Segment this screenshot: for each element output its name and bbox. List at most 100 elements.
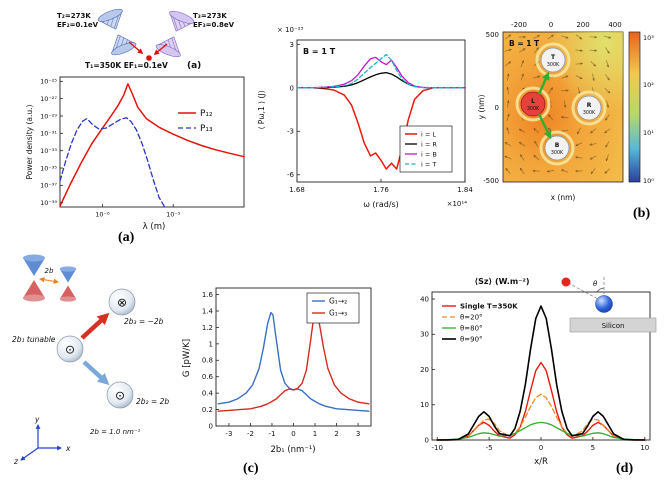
heat-flux-arrow-up <box>537 71 550 95</box>
sphere-1 <box>56 335 84 363</box>
y-tick-label: 10⁻³³ <box>40 147 57 155</box>
red-sphere <box>561 277 571 287</box>
cbar-tick-0: 10³ <box>643 34 654 42</box>
chart-d-plot: -10 -5 0 5 10 0 10 20 30 40 Single T=350K θ=20° θ=80… <box>420 277 651 467</box>
series-theta-90 <box>436 305 646 441</box>
y-tick-label: -3 <box>287 128 294 136</box>
y-tick-label: 0.2 <box>202 406 213 414</box>
y-tick-label: 10⁻²⁹ <box>40 112 57 120</box>
particle-ring-R: R 300K <box>571 90 607 126</box>
legend-label-i-R: i = R <box>421 140 437 148</box>
annotation: ⟨Sz⟩ (W.m⁻²) <box>474 277 529 286</box>
legend-label-G12: G₁→₂ <box>329 297 347 306</box>
legend-label-single-350K: Single T=350K <box>460 302 518 310</box>
blue-sphere <box>595 295 613 313</box>
map-xtick-2: 200 <box>576 21 589 29</box>
sphere-3 <box>108 288 136 316</box>
y-tick-label: 0.6 <box>202 373 214 381</box>
inset-slant-guide <box>567 282 601 301</box>
sphere-3-symbol: ⊗ <box>117 296 127 310</box>
x-tick-label: -3 <box>225 430 232 438</box>
map-ylabel: y (nm) <box>477 95 486 120</box>
b3-label: 2b₃ = −2b <box>124 317 164 326</box>
series-P13 <box>59 117 166 208</box>
legend-label-theta-90: θ=90° <box>460 335 483 343</box>
map-ytick-1: 0 <box>495 104 499 112</box>
y-tick-label: 0 <box>290 84 294 92</box>
particle-2-cones <box>97 8 137 56</box>
y-tick-label: 20 <box>420 366 429 374</box>
series-i-B <box>296 56 466 89</box>
legend-label-i-T: i = T <box>421 160 436 168</box>
cbar-tick-2: 10¹ <box>643 129 654 137</box>
annotation: 2b₁ (nm⁻¹) <box>270 445 315 455</box>
x-tick-label: 0 <box>291 430 295 438</box>
x-tick-label: -2 <box>247 430 254 438</box>
annotation: ×10¹⁴ <box>447 200 468 208</box>
x-tick-label: -1 <box>268 430 275 438</box>
legend-label-i-L: i = L <box>421 130 436 138</box>
series-i-R <box>296 71 466 89</box>
inset-ef3-label: EF₃=0.8eV <box>193 21 235 29</box>
legend-label-theta-80: θ=80° <box>460 324 483 332</box>
particle-ring-L: L 300K <box>515 86 551 122</box>
inset-ef2-label: EF₂=0.1eV <box>57 21 99 29</box>
y-tick-label: 10⁻³⁵ <box>40 164 57 172</box>
panel-a-inset: T₂=273K EF₂=0.1eV T₃=273K EF₃=0.8eV T₁=3… <box>57 8 235 71</box>
coord-axes: y x z <box>13 415 71 466</box>
y-tick-label: 40 <box>420 295 429 303</box>
panel-d-inset: θ Silicon <box>561 277 657 333</box>
circle-R-letter: R <box>587 102 592 109</box>
heat-flux-arrow-down <box>537 113 552 140</box>
x-tick-label: 10 <box>640 444 649 452</box>
axis-z-label: z <box>13 457 19 466</box>
x-tick-label: 3 <box>356 430 360 438</box>
map-xtick-0: -200 <box>511 21 527 29</box>
x-tick-label: 2 <box>334 430 338 438</box>
annotation: λ (m) <box>143 222 166 232</box>
legend-label-theta-20: θ=20° <box>460 313 483 321</box>
y-tick-label: 10⁻²⁵ <box>40 78 57 86</box>
chart-b-plot: 1.68 1.76 1.84 3 0 -3 -6 i = L i = R i = B i = T × … <box>257 26 473 209</box>
annotation: G [pW/K] <box>182 339 192 377</box>
panel-b-chart: 1.68 1.76 1.84 3 0 -3 -6 i = L i = R i = B i = T × … <box>257 26 473 209</box>
cbar-tick-1: 10² <box>643 81 654 89</box>
map-field-label: B = 1 T <box>509 39 540 48</box>
particle-1-dot <box>146 55 152 61</box>
axes-frame <box>59 76 245 208</box>
chart-c-plot: -3 -2 -1 0 1 2 3 0 0.2 0.4 0.6 0.8 1 1.2 1.4 1.6 G₁→₂ G₁→… <box>182 287 372 455</box>
map-xtick-1: 0 <box>549 21 553 29</box>
y-tick-label: -6 <box>287 171 295 179</box>
particle-3-cones <box>155 10 195 58</box>
panel-d-chart: -10 -5 0 5 10 0 10 20 30 40 Single T=350K θ=20° θ=80… <box>420 277 651 467</box>
x-tick-label: 1.68 <box>289 186 305 194</box>
map-ytick-0: 500 <box>486 31 499 39</box>
x-tick-label: 1.84 <box>457 186 473 194</box>
gap-double-arrow <box>38 277 60 284</box>
legend-label-P13: P₁₃ <box>200 124 213 134</box>
circle-B-temp: 300K <box>551 150 564 156</box>
y-tick-label: 1.4 <box>202 307 214 315</box>
map-ytick-2: -500 <box>483 177 499 185</box>
series-i-T <box>296 53 466 89</box>
x-tick-label: -5 <box>486 444 493 452</box>
annotation: ⟨ Pω,1 ⟩ (J) <box>257 90 266 129</box>
y-tick-label: 10 <box>420 401 429 409</box>
circle-L-letter: L <box>531 98 535 105</box>
circle-T-temp: 300K <box>547 62 560 68</box>
heatmap-axis-labels: -200 0 200 400 500 0 -500 x (nm) y (nm) <box>477 21 622 202</box>
heatmap-colorbar: 10³ 10² 10¹ 10⁰ <box>628 31 654 185</box>
inset-panel-tag: (a) <box>187 61 201 71</box>
axis-y-label: y <box>34 415 40 424</box>
y-tick-label: 1.2 <box>202 324 213 332</box>
circle-B-letter: B <box>555 142 560 149</box>
sphere-1-symbol: ⊙ <box>65 343 75 357</box>
circle-T-letter: T <box>551 54 556 61</box>
blue-arrow <box>82 360 110 386</box>
red-arrow <box>80 312 110 340</box>
inset-t1-label: T₁=350K EF₁=0.1eV <box>85 61 168 70</box>
series-i-L <box>296 87 466 170</box>
b2-label: 2b₂ = 2b <box>136 397 169 406</box>
chart-a-plot: 10⁻⁶ 10⁻⁵ 10⁻²⁵ 10⁻²⁷ 10⁻²⁹ 10⁻³¹ 10⁻³³ 10⁻³⁵ 10… <box>25 76 245 232</box>
inset-arrow-left <box>128 41 144 55</box>
